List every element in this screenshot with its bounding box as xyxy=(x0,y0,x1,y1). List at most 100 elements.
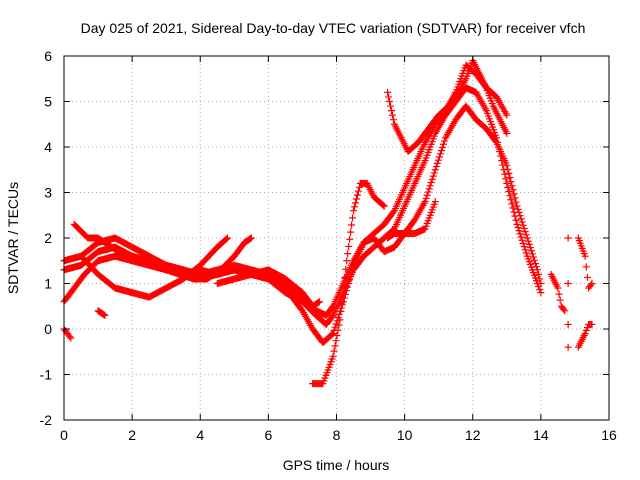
data-point xyxy=(338,299,346,307)
data-point xyxy=(528,250,536,258)
data-point xyxy=(564,234,572,242)
data-point xyxy=(329,330,337,338)
data-point xyxy=(433,159,441,167)
data-point xyxy=(513,220,521,228)
data-point xyxy=(517,215,525,223)
data-point xyxy=(515,227,523,235)
data-point xyxy=(522,231,530,239)
data-point xyxy=(533,266,541,274)
data-point xyxy=(352,195,360,203)
data-point xyxy=(536,286,544,294)
data-point xyxy=(582,263,590,271)
x-tick-label: 6 xyxy=(264,427,272,443)
data-point xyxy=(332,337,340,345)
data-point xyxy=(247,234,255,242)
data-point xyxy=(434,156,442,164)
data-point xyxy=(506,173,514,181)
data-point xyxy=(588,320,596,328)
data-point xyxy=(334,326,342,334)
data-point xyxy=(555,290,563,298)
x-tick-label: 8 xyxy=(333,427,341,443)
data-point xyxy=(340,282,348,290)
data-point xyxy=(523,234,531,242)
data-point xyxy=(503,179,511,187)
data-point xyxy=(435,153,443,161)
data-point xyxy=(343,283,351,291)
data-point xyxy=(348,221,356,229)
data-point xyxy=(537,280,545,287)
y-axis-label: SDTVAR / TECUs xyxy=(5,182,21,294)
grid xyxy=(64,56,609,420)
data-point xyxy=(516,212,524,220)
data-point xyxy=(527,247,535,255)
data-point xyxy=(222,235,230,243)
data-point xyxy=(429,172,437,180)
data-point xyxy=(349,214,357,222)
data-point xyxy=(519,221,527,229)
data-point xyxy=(66,333,74,341)
data-point xyxy=(389,116,397,124)
data-point xyxy=(560,305,568,313)
data-point xyxy=(439,140,447,148)
data-point xyxy=(431,166,439,174)
data-point xyxy=(511,194,519,202)
data-point xyxy=(520,224,528,232)
data-point xyxy=(314,298,322,306)
data-point xyxy=(581,252,589,260)
data-point xyxy=(339,291,347,299)
data-point xyxy=(330,347,338,355)
data-point xyxy=(437,147,445,155)
x-tick-label: 10 xyxy=(397,427,413,443)
data-point xyxy=(387,102,395,110)
data-point xyxy=(331,342,339,350)
data-point xyxy=(431,198,439,206)
data-point xyxy=(514,224,522,232)
data-point xyxy=(564,343,572,351)
data-point xyxy=(524,237,532,245)
data-point xyxy=(525,240,533,248)
data-point xyxy=(440,137,448,145)
data-point xyxy=(492,137,500,145)
data-point xyxy=(522,249,530,257)
data-point xyxy=(515,209,523,217)
data-point xyxy=(426,182,434,190)
data-point xyxy=(340,294,348,302)
data-point xyxy=(531,259,539,267)
data-point xyxy=(421,198,429,206)
chart-title: Day 025 of 2021, Sidereal Day-to-day VTE… xyxy=(81,20,586,36)
data-point xyxy=(354,187,362,195)
data-point xyxy=(329,352,337,360)
data-point xyxy=(341,274,349,282)
data-point xyxy=(246,235,254,243)
data-point xyxy=(353,191,361,199)
y-tick-label: -2 xyxy=(40,412,53,428)
data-point xyxy=(428,175,436,183)
data-point xyxy=(224,234,231,242)
data-point xyxy=(339,298,347,306)
data-point xyxy=(516,230,524,238)
data-point xyxy=(508,200,516,208)
data-point xyxy=(582,327,590,335)
x-tick-label: 4 xyxy=(196,427,204,443)
y-tick-label: 2 xyxy=(44,230,52,246)
data-point xyxy=(537,289,545,297)
data-point xyxy=(535,270,543,278)
data-point xyxy=(388,111,396,119)
data-point xyxy=(427,178,435,186)
data-point xyxy=(504,183,512,191)
data-point xyxy=(430,169,438,177)
data-point xyxy=(343,257,351,265)
data-point xyxy=(386,98,394,105)
data-point xyxy=(101,311,109,319)
data-point xyxy=(519,239,527,247)
y-tick-label: 6 xyxy=(44,48,52,64)
data-point xyxy=(518,236,526,244)
data-point xyxy=(556,296,564,304)
data-point xyxy=(379,201,387,209)
data-point xyxy=(389,208,397,216)
data-point xyxy=(100,311,108,319)
data-point xyxy=(509,204,517,212)
data-points xyxy=(60,57,596,388)
data-point xyxy=(501,170,509,178)
